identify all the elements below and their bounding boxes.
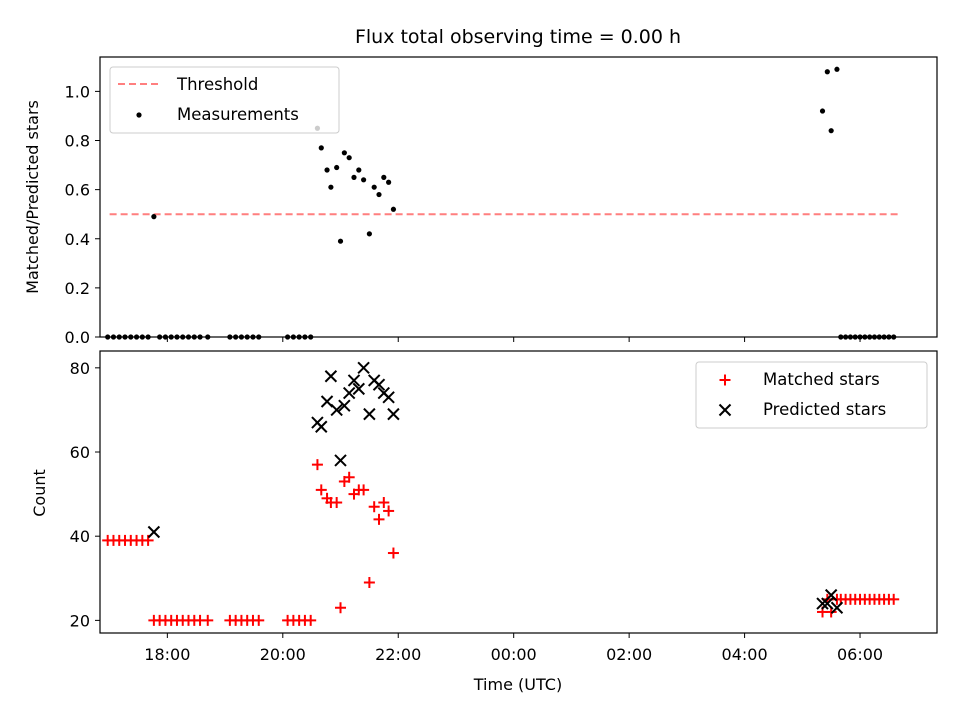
measurement-point bbox=[381, 174, 387, 180]
predicted-star-point bbox=[147, 525, 161, 539]
bottom-y-tick-label: 80 bbox=[70, 359, 90, 378]
legend-predicted-marker bbox=[718, 403, 732, 417]
measurement-point bbox=[366, 231, 372, 237]
bottom-legend: Matched stars Predicted stars bbox=[695, 361, 928, 429]
legend-matched-marker bbox=[719, 374, 731, 386]
top-y-tick-label: 0.4 bbox=[65, 230, 90, 249]
top-y-tick-label: 0.6 bbox=[65, 181, 90, 200]
x-tick-label: 20:00 bbox=[260, 645, 306, 664]
top-plot-frame bbox=[99, 56, 938, 338]
matched-star-point bbox=[305, 614, 317, 626]
matched-star-point bbox=[383, 505, 395, 517]
matched-star-point bbox=[343, 471, 355, 483]
predicted-star-point bbox=[324, 370, 338, 383]
top-y-axis-label: Matched/Predicted stars bbox=[23, 100, 42, 294]
measurement-point bbox=[151, 214, 157, 220]
matched-star-point bbox=[331, 497, 343, 509]
matched-star-point bbox=[335, 602, 347, 614]
predicted-star-point bbox=[830, 601, 844, 614]
predicted-star-point bbox=[387, 407, 400, 421]
matched-star-point bbox=[378, 497, 390, 509]
predicted-star-point bbox=[338, 399, 351, 412]
measurement-point bbox=[361, 177, 367, 183]
predicted-star-point bbox=[347, 374, 361, 387]
measurement-point bbox=[376, 191, 382, 198]
bottom-ticks: 18:00 20:00 22:00 00:00 02:00 04:00 06:00 20 40 6… bbox=[70, 359, 883, 664]
legend-predicted-label: Predicted stars bbox=[763, 400, 886, 419]
predicted-star-point bbox=[315, 420, 328, 433]
predicted-star-point bbox=[382, 391, 395, 404]
legend-threshold-label: Threshold bbox=[176, 75, 258, 94]
legend-measurements-label: Measurements bbox=[177, 105, 299, 124]
matched-star-point bbox=[358, 484, 370, 496]
top-chart: 0.0 0.2 0.4 0.6 0.8 1.0 Matched/Predicted sta… bbox=[23, 56, 938, 347]
x-tick-label: 22:00 bbox=[375, 645, 421, 664]
predicted-star-point bbox=[330, 403, 343, 417]
predicted-star-point bbox=[363, 407, 376, 421]
bottom-y-tick-label: 60 bbox=[70, 443, 90, 462]
top-legend: Threshold Measurements bbox=[109, 66, 340, 134]
top-y-tick-label: 0.0 bbox=[65, 328, 90, 347]
bottom-plot-frame bbox=[99, 350, 938, 634]
predicted-star-point bbox=[334, 454, 347, 467]
measurement-point bbox=[828, 128, 834, 134]
matched-star-point bbox=[387, 547, 399, 559]
x-tick-label: 02:00 bbox=[606, 645, 652, 664]
matched-star-point bbox=[253, 614, 265, 626]
x-tick-label: 06:00 bbox=[837, 645, 883, 664]
measurement-point bbox=[356, 167, 362, 173]
legend-predicted-swatch bbox=[718, 403, 732, 417]
x-tick-label: 18:00 bbox=[144, 645, 190, 664]
measurement-point bbox=[318, 145, 324, 151]
matched-star-point bbox=[311, 459, 323, 471]
measurement-point bbox=[337, 238, 344, 244]
top-y-tick-label: 0.2 bbox=[65, 279, 90, 298]
predicted-star-point bbox=[372, 378, 386, 391]
bottom-chart: 18:00 20:00 22:00 00:00 02:00 04:00 06:00 20 40 6… bbox=[30, 350, 938, 694]
top-legend-box bbox=[109, 66, 340, 134]
predicted-star-point bbox=[352, 382, 366, 396]
measurement-point bbox=[351, 174, 357, 180]
bottom-y-tick-label: 20 bbox=[70, 611, 90, 630]
measurement-point bbox=[334, 164, 340, 171]
measurement-point bbox=[324, 167, 330, 173]
measurement-point bbox=[834, 66, 840, 72]
measurement-point bbox=[824, 69, 830, 75]
measurement-point bbox=[371, 184, 377, 190]
top-chart-title: Flux total observing time = 0.00 h bbox=[355, 26, 681, 48]
x-tick-label: 04:00 bbox=[722, 645, 768, 664]
measurement-point bbox=[346, 155, 352, 161]
x-axis-label: Time (UTC) bbox=[473, 675, 562, 694]
measurement-point bbox=[386, 179, 392, 185]
x-tick-label: 00:00 bbox=[491, 645, 537, 664]
matched-star-point bbox=[315, 484, 327, 496]
bottom-legend-box bbox=[695, 361, 928, 429]
count-points bbox=[102, 361, 900, 626]
predicted-star-point bbox=[824, 588, 838, 602]
matched-star-point bbox=[363, 576, 375, 588]
predicted-star-point bbox=[342, 386, 356, 400]
top-y-tick-label: 1.0 bbox=[65, 82, 90, 101]
measurement-point bbox=[341, 150, 347, 156]
matched-star-point bbox=[368, 501, 380, 513]
bottom-y-axis-label: Count bbox=[30, 469, 49, 517]
predicted-star-point bbox=[357, 361, 370, 375]
legend-measurements-swatch bbox=[136, 112, 142, 118]
predicted-star-point bbox=[821, 597, 834, 610]
legend-matched-swatch bbox=[719, 374, 731, 386]
matched-star-point bbox=[373, 513, 385, 525]
legend-matched-label: Matched stars bbox=[763, 370, 880, 389]
top-y-tick-label: 0.8 bbox=[65, 132, 90, 151]
matched-star-point bbox=[202, 614, 214, 626]
bottom-y-tick-label: 40 bbox=[70, 527, 90, 546]
measurement-point bbox=[390, 206, 397, 212]
measurement-point bbox=[328, 184, 334, 190]
matched-star-point bbox=[888, 593, 900, 605]
measurement-point bbox=[819, 108, 826, 114]
